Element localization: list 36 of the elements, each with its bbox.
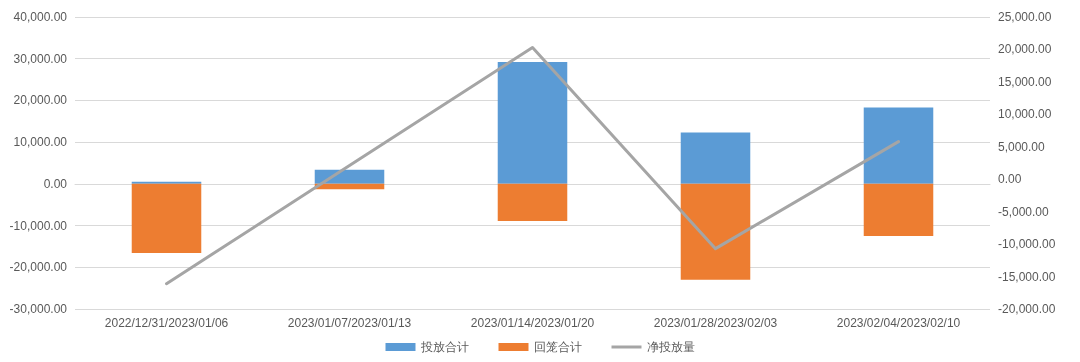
y-tick-label: 10,000.00 — [13, 135, 68, 150]
bar — [497, 183, 568, 221]
bar — [314, 169, 385, 184]
bar — [863, 107, 934, 184]
legend-label: 净投放量 — [646, 340, 695, 354]
x-tick-label: 2023/01/28/2023/02/03 — [653, 316, 778, 330]
legend-label: 回笼合计 — [533, 340, 582, 354]
bar — [680, 183, 751, 280]
y-tick-label: -20,000.00 — [9, 260, 68, 275]
bar — [680, 132, 751, 184]
y2-tick-label: -15,000.00 — [998, 269, 1056, 284]
y2-tick-label: 10,000.00 — [998, 107, 1052, 122]
y2-tick-label: -10,000.00 — [998, 237, 1056, 252]
y-tick-label: 40,000.00 — [13, 10, 68, 24]
y2-tick-label: 5,000.00 — [998, 139, 1046, 154]
x-tick-label: 2023/01/07/2023/01/13 — [287, 316, 412, 330]
x-tick-label: 2023/01/14/2023/01/20 — [470, 316, 595, 330]
bar — [863, 183, 934, 236]
y2-tick-label: 20,000.00 — [998, 42, 1052, 57]
bar — [497, 62, 568, 184]
line-series — [165, 46, 900, 286]
legend-label: 投放合计 — [419, 340, 469, 354]
bar — [131, 183, 202, 254]
y-tick-label: -30,000.00 — [9, 302, 68, 316]
bar — [131, 181, 202, 184]
y2-tick-label: 25,000.00 — [998, 10, 1052, 24]
x-tick-label: 2023/02/04/2023/02/10 — [836, 316, 961, 330]
y2-tick-label: 15,000.00 — [998, 74, 1052, 89]
y-tick-label: 0.00 — [43, 176, 68, 191]
y-tick-label: 20,000.00 — [13, 93, 68, 108]
x-tick-label: 2022/12/31/2023/01/06 — [104, 316, 229, 330]
y2-tick-label: 0.00 — [998, 172, 1022, 187]
y-tick-label: -10,000.00 — [9, 218, 68, 233]
y-tick-label: 30,000.00 — [13, 51, 68, 66]
y2-tick-label: -5,000.00 — [998, 204, 1050, 219]
y2-tick-label: -20,000.00 — [998, 302, 1056, 316]
